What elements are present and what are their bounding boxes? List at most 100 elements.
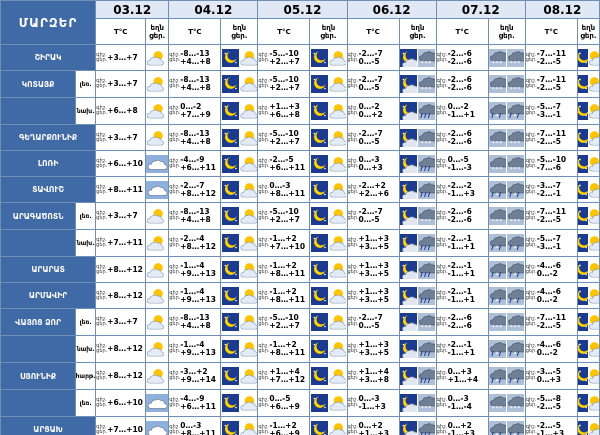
temp-cell: գիշ. ցեր. 0…-3 0…+3: [346, 150, 400, 177]
moon-icon: [578, 420, 588, 435]
temp-cell: գիշ. ցեր. -2…-1 -1…+1: [435, 229, 489, 257]
weather-icon-cell: [398, 97, 437, 125]
snow-icon: * * *: [418, 207, 436, 225]
svg-text:*: *: [425, 405, 428, 412]
snow-icon: * * *: [507, 75, 525, 93]
moon-cloud-icon: [400, 207, 417, 225]
temp-cell: գիշ. ցեր. -8…-13 +4…+8: [168, 124, 222, 151]
day-header: 08.12: [524, 0, 600, 19]
day-night-label: գիշ. ցեր.: [169, 183, 181, 195]
weather-icon-cell: [398, 256, 437, 283]
temp-cell: գիշ. ցեր. -1…-4 +9…+13: [168, 282, 222, 309]
night-temp: -1…+2: [269, 260, 297, 270]
svg-text:*: *: [495, 86, 498, 93]
temp-cell: գիշ. ցեր. -5…-10 +2…+7: [257, 44, 311, 71]
svg-text:*: *: [495, 431, 498, 435]
region-row: ՎԱՅՈՑ ՁՈՐ լեռ. գիշ. ցեր. +3…+7 գիշ. ցեր.…: [0, 308, 600, 336]
subregion-label: լեռ.: [75, 71, 95, 97]
snow-icon: * * *: [489, 207, 506, 225]
sun-cloud-icon: [329, 367, 347, 385]
temp-cell: գիշ. ցեր. -1…-4 +9…+13: [168, 335, 222, 363]
day-night-label: գիշ. ցեր.: [525, 183, 537, 195]
svg-text:*: *: [510, 324, 513, 331]
sun-cloud-icon: [146, 102, 168, 120]
temp-cell: գիշ. ցեր. -2…-6 -2…-6: [435, 202, 489, 230]
day-temp: +3…+5: [358, 242, 390, 251]
night-temp: -1…+2: [269, 234, 297, 243]
moon-cloud-icon: [400, 420, 417, 435]
temp-cell: գիշ. ցեր. -5…-10 +2…+7: [257, 70, 311, 98]
day-temp: -2…-5: [536, 136, 561, 146]
day-night-label: գիշ. ցեր.: [436, 289, 448, 301]
weather-col-header: եղն ցեր.: [398, 18, 437, 45]
day-night-label: գիշ. ցեր.: [436, 51, 448, 63]
temp-cell: գիշ. ցեր. +1…+3 +3…+5: [346, 282, 400, 309]
temp-cell: գիշ. ցեր. -3…+2 +9…+14: [168, 362, 222, 390]
moon-icon: [578, 180, 588, 199]
temp-cell: գիշ. ցեր. 0…-2 0…+2: [346, 97, 400, 125]
moon-icon: [578, 234, 588, 252]
temp-col-header: T°C: [435, 18, 489, 45]
day-temp: 0…-5: [358, 215, 380, 224]
svg-text:*: *: [429, 59, 432, 66]
svg-text:*: *: [499, 86, 502, 93]
night-temp: -7…-11: [536, 313, 567, 322]
day-night-label: գիշ. ցեր.: [258, 78, 270, 89]
weather-icon-cell: [220, 308, 259, 336]
temp-cell: գիշ. ցեր. +1…+4 +7…+12: [257, 362, 311, 390]
weather-icon-cell: [576, 124, 600, 151]
day-night-label: գիշ. ցեր.: [258, 157, 270, 169]
moon-cloud-icon: [400, 340, 417, 358]
weather-icon-cell: [398, 282, 437, 309]
night-temp: 0…-5: [447, 154, 469, 164]
snow-icon: * * *: [489, 128, 506, 147]
temp-cell: գիշ. ցեր. -2…-6 -2…-6: [435, 44, 489, 71]
svg-text:*: *: [514, 139, 517, 146]
day-temp: -2…-5: [536, 402, 561, 411]
day-header: 03.12: [95, 0, 170, 19]
sun-cloud-icon: [588, 48, 599, 67]
night-temp: -2…-2: [447, 180, 472, 190]
night-temp: 0…-3: [180, 420, 202, 430]
day-temp: 0…-2: [536, 348, 558, 357]
weather-icon-cell: * *: [487, 97, 526, 125]
temp-cell: գիշ. ցեր. 0…+3 +1…+4: [435, 362, 489, 390]
night-temp: -2…-1: [447, 340, 472, 349]
weather-icon-cell: * * * * * *: [487, 150, 526, 177]
temp-cell: գիշ. ցեր. -8…-13 +4…+8: [168, 44, 222, 71]
moon-icon: [310, 394, 328, 412]
weather-icon-cell: * * *: [398, 308, 437, 336]
day-night-label: գիշ. ցեր.: [525, 131, 537, 143]
moon-cloud-icon: [400, 128, 417, 147]
day-night-label: գիշ. ցեր.: [347, 105, 359, 116]
temp-cell: գիշ. ցեր. -2…-1 -1…+1: [435, 335, 489, 363]
temp-cell: գիշ. ցեր. -2…-2 -1…+3: [435, 176, 489, 203]
moon-icon: [221, 340, 239, 358]
day-night-label: գիշ. ցեր.: [525, 316, 537, 327]
moon-icon: [310, 48, 328, 67]
day-temp: +8…+11: [180, 428, 216, 435]
day-night-label: գիշ. ցեր.: [169, 370, 181, 381]
day-night-label: գիշ. ցեր.: [258, 105, 270, 116]
region-name: ԱՐՄԱՎԻՐ: [0, 282, 97, 309]
day-temp: -1…+3: [358, 402, 386, 411]
night-temp: -5…-8: [536, 394, 561, 403]
svg-text:*: *: [495, 271, 498, 278]
night-temp: -7…-11: [536, 207, 567, 216]
moon-icon: [578, 75, 588, 93]
night-temp: -2…-7: [180, 180, 205, 190]
day-temp: +3…+7: [107, 52, 138, 62]
temp-cell: գիշ. ցեր. -2…-5 +6…+11: [257, 150, 311, 177]
sun-cloud-icon: [146, 207, 168, 225]
svg-text:*: *: [495, 218, 498, 225]
day-night-label: գիշ. ցեր.: [347, 131, 359, 143]
svg-text:*: *: [429, 405, 432, 412]
night-temp: -7…-11: [536, 128, 567, 138]
sun-cloud-icon: [329, 313, 347, 331]
day-temp: +4…+8: [180, 215, 211, 224]
day-night-label: գիշ. ցեր.: [169, 343, 181, 354]
temp-cell: գիշ. ցեր. -5…-8 -2…-5: [524, 389, 578, 417]
moon-icon: [310, 286, 328, 305]
night-temp: 0…-3: [358, 154, 380, 164]
svg-text:*: *: [495, 191, 498, 198]
